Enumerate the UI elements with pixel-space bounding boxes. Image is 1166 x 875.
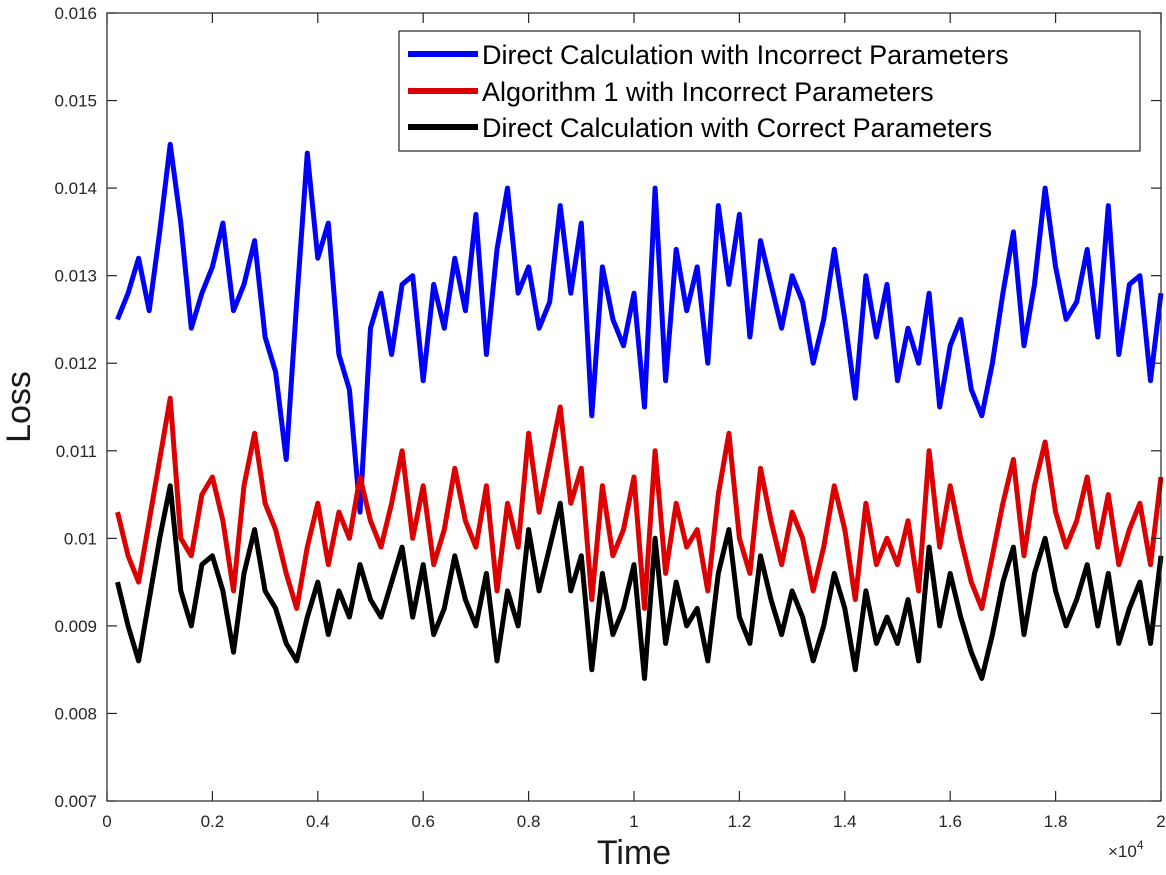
x-tick-label: 0.6 [411, 812, 435, 831]
y-tick-label: 0.013 [54, 267, 97, 286]
y-tick-label: 0.007 [54, 792, 97, 811]
legend-label-0: Direct Calculation with Incorrect Parame… [482, 40, 1009, 70]
y-tick-label: 0.01 [64, 529, 97, 548]
x-tick-label: 2 [1156, 812, 1165, 831]
x-tick-label: 1.6 [938, 812, 962, 831]
x-tick-label: 1 [629, 812, 638, 831]
y-tick-label: 0.011 [56, 442, 97, 461]
x-exponent-power: 4 [1137, 838, 1144, 852]
ticks-layer [106, 12, 1162, 802]
y-axis-label: Loss [0, 371, 38, 443]
legend-label-2: Direct Calculation with Correct Paramete… [482, 113, 992, 143]
y-tick-label: 0.012 [54, 354, 97, 373]
x-tick-label: 1.8 [1044, 812, 1068, 831]
legend-box [398, 30, 1141, 152]
series-line-2 [115, 483, 1164, 681]
series-line-1 [115, 395, 1164, 611]
x-tick-label: 0.2 [201, 812, 225, 831]
x-tick-label: 0 [102, 812, 111, 831]
legend-label-1: Algorithm 1 with Incorrect Parameters [482, 77, 934, 107]
x-tick-label: 0.8 [517, 812, 541, 831]
x-exponent-label: ×104 [1108, 838, 1144, 861]
x-tick-label: 0.4 [306, 812, 330, 831]
tick-labels-layer: 0 0.2 0.4 0.6 0.8 1 1.2 1.4 1.6 1.8 2 0.007 0.008 0.0… [54, 4, 1165, 831]
x-tick-label: 1.4 [833, 812, 857, 831]
y-tick-label: 0.015 [54, 92, 97, 111]
x-exponent-base: ×10 [1108, 842, 1137, 861]
series-line-0 [115, 141, 1164, 515]
legend: Direct Calculation with Incorrect Parame… [398, 30, 1141, 152]
y-tick-label: 0.016 [54, 4, 97, 23]
y-tick-label: 0.009 [54, 617, 97, 636]
y-tick-label: 0.008 [54, 704, 97, 723]
series-layer [115, 141, 1164, 681]
x-tick-label: 1.2 [728, 812, 752, 831]
x-axis-label: Time [597, 834, 671, 872]
y-tick-label: 0.014 [54, 179, 97, 198]
